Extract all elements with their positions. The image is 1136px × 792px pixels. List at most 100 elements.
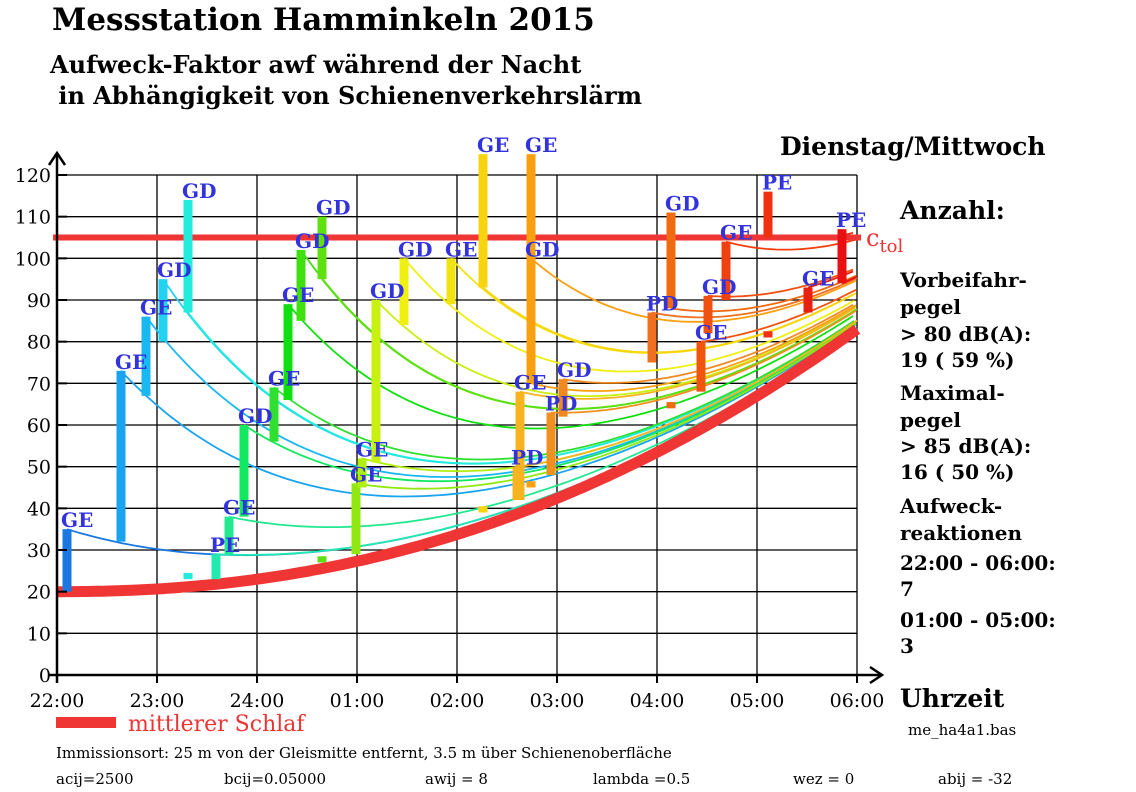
event-label: GE <box>514 371 546 395</box>
x-tick-label: 24:00 <box>230 690 285 712</box>
event-label: PE <box>762 171 792 195</box>
decay-curve <box>670 274 857 313</box>
side-line: 01:00 - 05:00: <box>900 608 1056 632</box>
event-bar <box>371 300 381 463</box>
decay-curve <box>287 303 854 430</box>
param: abij = -32 <box>938 770 1012 788</box>
event-bar <box>224 516 234 555</box>
event-bar <box>357 458 367 488</box>
event-label: GE <box>802 267 834 291</box>
x-tick-label: 01:00 <box>330 690 385 712</box>
event-bar <box>837 229 847 284</box>
y-tick-label: 60 <box>27 415 51 437</box>
x-tick-label: 06:00 <box>830 690 885 712</box>
baseline-mittlerer-schlaf <box>57 324 861 598</box>
event-bar <box>183 200 193 313</box>
event-label: GD <box>238 404 272 428</box>
y-tick-label: 100 <box>15 248 51 270</box>
y-tick-label: 80 <box>27 332 51 354</box>
event-bar <box>721 241 731 300</box>
event-bar <box>446 258 456 305</box>
event-bar <box>515 391 525 500</box>
event-bar <box>317 216 327 280</box>
event-label: GE <box>695 321 727 345</box>
decay-curve <box>530 257 857 323</box>
decay-curve <box>725 238 857 251</box>
param: acij=2500 <box>56 770 134 788</box>
event-bar <box>526 481 536 488</box>
x-tick-label: 22:00 <box>30 690 85 712</box>
day-label: Dienstag/Mittwoch <box>780 132 1046 161</box>
side-line: Vorbeifahr- <box>899 268 1027 292</box>
decay-curve <box>700 288 857 343</box>
event-label: GD <box>295 229 329 253</box>
y-tick-label: 30 <box>27 540 51 562</box>
side-line: 22:00 - 06:00: <box>900 551 1056 575</box>
event-bar <box>478 154 488 288</box>
event-label: GE <box>115 350 147 374</box>
event-label: GD <box>398 237 432 261</box>
event-bar <box>116 370 126 542</box>
decay-curve <box>321 278 858 411</box>
event-bar <box>763 191 773 238</box>
decay-curve <box>482 286 854 354</box>
side-heading: Anzahl: <box>899 196 1005 225</box>
side-line: > 80 dB(A): <box>900 322 1031 346</box>
chart-subtitle-2: in Abhängigkeit von Schienenverkehrslärm <box>50 81 642 110</box>
event-label: GD <box>557 358 591 382</box>
event-bar <box>141 316 151 396</box>
event-bar <box>211 554 221 580</box>
y-axis-arrow-icon <box>47 150 67 166</box>
event-bar <box>296 250 306 321</box>
event-bar <box>803 287 813 313</box>
x-tick-label: 23:00 <box>130 690 185 712</box>
event-bar <box>512 466 522 500</box>
event-bar <box>158 279 168 342</box>
event-bar <box>399 258 409 325</box>
side-line: Maximal- <box>900 381 1005 405</box>
event-label: GE <box>268 367 300 391</box>
side-line: 19 ( 59 %) <box>900 348 1014 372</box>
event-label: GD <box>157 258 191 282</box>
event-label: GE <box>282 283 314 307</box>
x-tick-label: 04:00 <box>630 690 685 712</box>
event-bars <box>62 154 847 592</box>
chart-subtitle-1: Aufweck-Faktor awf während der Nacht <box>49 50 581 79</box>
y-tick-label: 20 <box>27 582 51 604</box>
event-label: GE <box>477 133 509 157</box>
event-bar <box>317 556 327 563</box>
x-tick-label: 02:00 <box>430 690 485 712</box>
event-bar <box>283 304 293 400</box>
event-bar <box>269 387 279 442</box>
legend-label: mittlerer Schlaf <box>128 712 306 737</box>
event-label: GD <box>370 279 404 303</box>
side-line: 7 <box>900 577 914 601</box>
decay-curve <box>355 322 857 490</box>
event-bar <box>558 379 568 417</box>
event-label: GE <box>61 508 93 532</box>
event-bar <box>696 341 706 392</box>
event-label: GE <box>525 133 557 157</box>
decay-curve <box>707 268 854 298</box>
y-tick-label: 10 <box>27 623 51 645</box>
tolerance-label: ctol <box>866 224 904 257</box>
side-line: 16 ( 50 %) <box>900 460 1014 484</box>
chart-title: Messstation Hamminkeln 2015 <box>52 2 595 38</box>
event-bar <box>666 212 676 309</box>
event-bar <box>183 572 193 580</box>
x-axis-label: Uhrzeit <box>900 684 1005 713</box>
event-label: GD <box>702 275 736 299</box>
event-bar <box>763 331 773 338</box>
param: wez = 0 <box>793 770 854 788</box>
side-panel: Anzahl: Vorbeifahr-pegel > 80 dB(A):19 ( … <box>899 196 1056 658</box>
event-bar <box>478 506 488 513</box>
event-label: GE <box>356 437 388 461</box>
event-bar <box>703 295 713 334</box>
event-bar <box>546 412 556 475</box>
y-tick-label: 110 <box>15 207 51 229</box>
y-tick-label: 50 <box>27 457 51 479</box>
decay-curve <box>516 319 858 468</box>
event-bar <box>647 312 657 363</box>
